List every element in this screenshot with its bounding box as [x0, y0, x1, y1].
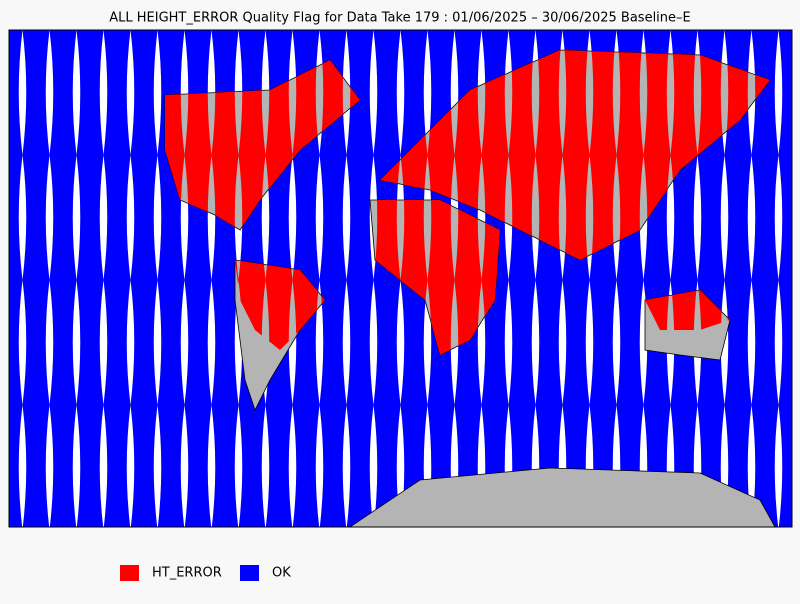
map-frame	[8, 29, 793, 528]
legend: HT_ERROR OK	[120, 565, 291, 581]
legend-label: HT_ERROR	[152, 566, 222, 581]
map	[9, 30, 792, 527]
legend-label: OK	[272, 566, 291, 581]
legend-swatch	[240, 565, 259, 581]
map-title: ALL HEIGHT_ERROR Quality Flag for Data T…	[109, 11, 691, 26]
legend-swatch	[120, 565, 139, 581]
error-areas	[165, 50, 770, 355]
